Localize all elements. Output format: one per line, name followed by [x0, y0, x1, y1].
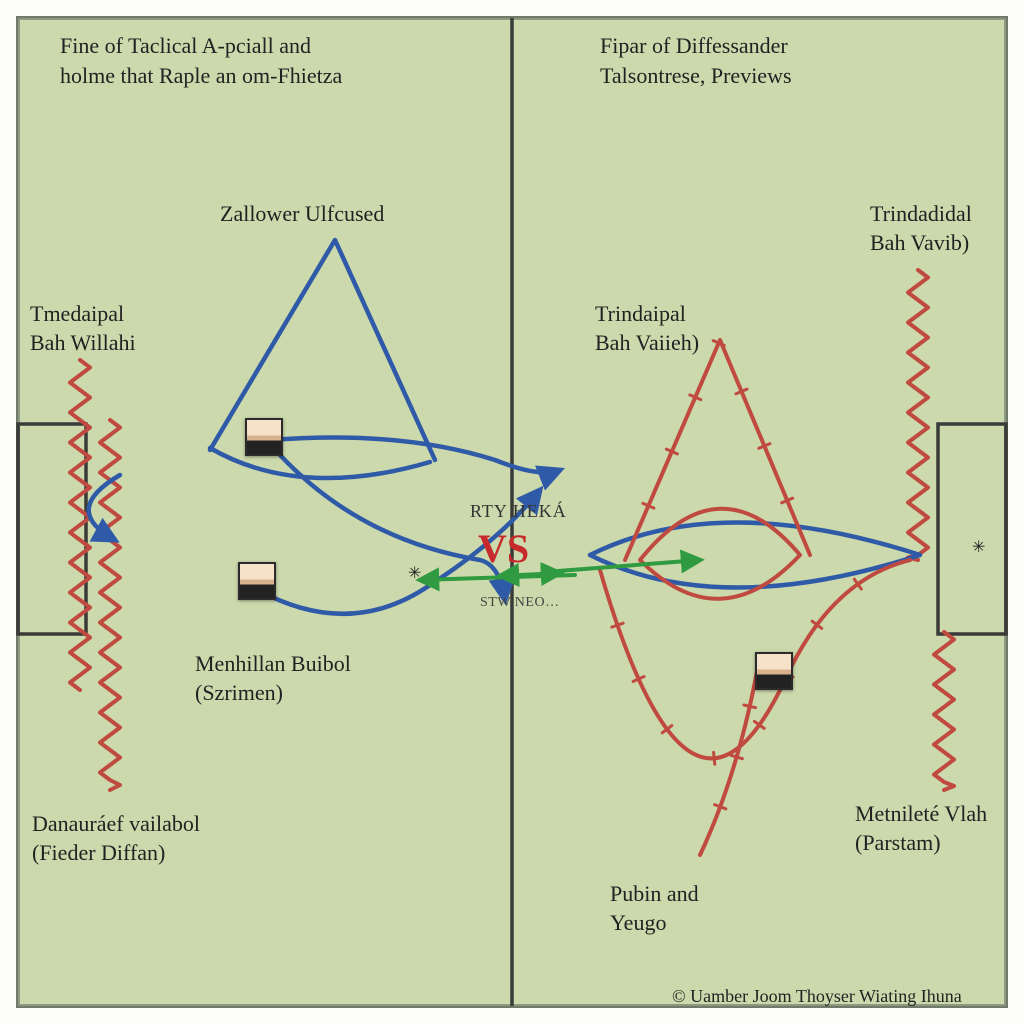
label-metnilete-l0: Metnileté Vlah	[855, 800, 987, 828]
headshot-hs3	[755, 652, 793, 690]
label-metnilete-l1: (Parstam)	[855, 829, 941, 857]
header-left-line1: Fine of Taclical A-pciall and	[60, 32, 311, 60]
header-right-line1: Fipar of Diffessander	[600, 32, 788, 60]
tactical-diagram: ✳ ✳ Fine of Taclical A-pciall and holme t…	[0, 0, 1024, 1024]
label-pubin-l0: Pubin and	[610, 880, 699, 908]
label-danauraef-l0: Danauráef vailabol	[32, 810, 200, 838]
label-tmedaipal-l1: Bah Willahi	[30, 329, 136, 357]
label-trindaipal-l0: Trindaipal	[595, 300, 686, 328]
label-zallower-l0: Zallower Ulfcused	[220, 200, 384, 228]
label-trindaipal-l1: Bah Vaiieh)	[595, 329, 699, 357]
label-danauraef-l1: (Fieder Diffan)	[32, 839, 165, 867]
center-top-label: RTY HEKÁ	[470, 500, 567, 523]
center-vs: VS	[478, 524, 529, 574]
label-menhillan-l0: Menhillan Buibol	[195, 650, 351, 678]
label-tmedaipal-l0: Tmedaipal	[30, 300, 124, 328]
headshot-hs2	[238, 562, 276, 600]
footer-credit: © Uamber Joom Thoyser Wiating Ihuna	[672, 985, 962, 1008]
label-menhillan-l1: (Szrimen)	[195, 679, 283, 707]
header-left-line2: holme that Raple an om-Fhietza	[60, 62, 342, 90]
center-bottom-label: STW NEO…	[480, 594, 560, 612]
label-trindadidal-l0: Trindadidal	[870, 200, 972, 228]
header-right-line2: Talsontrese, Previews	[600, 62, 792, 90]
headshot-hs1	[245, 418, 283, 456]
label-pubin-l1: Yeugo	[610, 909, 666, 937]
svg-text:✳: ✳	[972, 539, 985, 556]
svg-text:✳: ✳	[408, 565, 421, 582]
label-trindadidal-l1: Bah Vavib)	[870, 229, 969, 257]
